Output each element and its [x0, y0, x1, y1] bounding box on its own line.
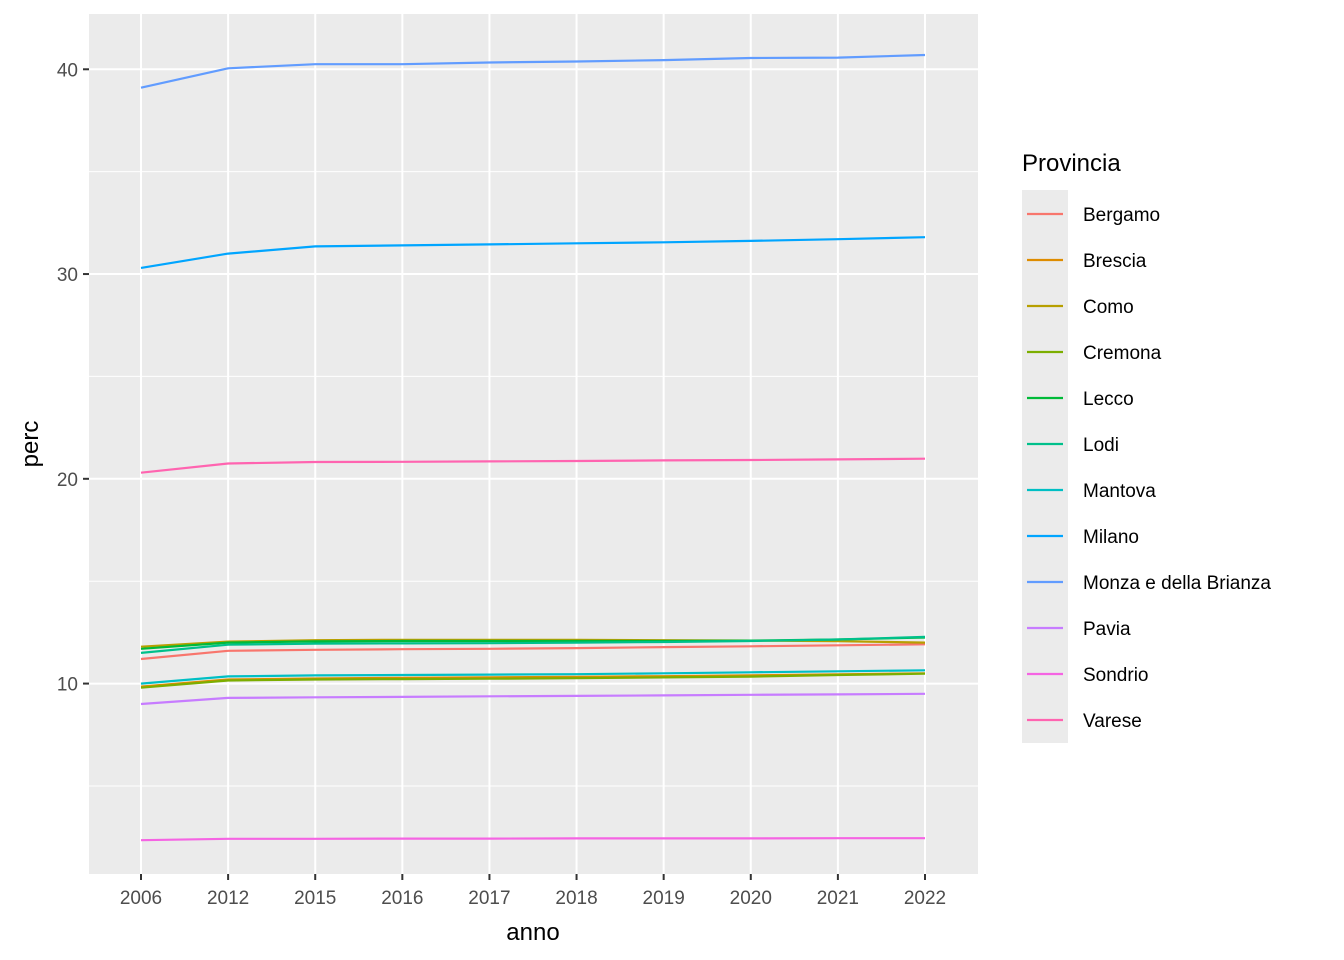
x-tick-label: 2022	[904, 888, 946, 909]
x-tick-label: 2020	[730, 888, 772, 909]
legend-label: Mantova	[1083, 481, 1156, 502]
y-tick-label: 30	[57, 265, 78, 286]
x-tick-label: 2017	[468, 888, 510, 909]
series-line-sondrio	[140, 837, 925, 842]
plot-panel	[89, 14, 978, 874]
x-tick-label: 2018	[555, 888, 597, 909]
legend-title: Provincia	[1022, 150, 1121, 177]
series-line-bergamo	[140, 643, 926, 661]
x-tick-label: 2016	[381, 888, 423, 909]
major-gridlines	[89, 14, 978, 874]
series-line-monza-e-della-brianza	[140, 53, 926, 89]
y-tick-label: 10	[57, 675, 78, 696]
legend-label: Pavia	[1083, 619, 1131, 640]
y-axis-title: perc	[17, 421, 44, 468]
legend-items: Bergamo Brescia Como Cremona Lecco Lodi Mantov…	[1027, 205, 1271, 732]
series-lines	[140, 53, 926, 842]
series-line-pavia	[140, 692, 926, 706]
series-line-cremona	[140, 672, 926, 689]
legend-label: Lodi	[1083, 435, 1119, 456]
x-tick-label: 2019	[643, 888, 685, 909]
series-line-milano	[140, 236, 926, 269]
legend-label: Monza e della Brianza	[1083, 573, 1271, 594]
legend-label: Cremona	[1083, 343, 1162, 364]
x-tick-label: 2006	[120, 888, 162, 909]
x-tick-label: 2021	[817, 888, 859, 909]
legend-label: Lecco	[1083, 389, 1134, 410]
x-tick-label: 2012	[207, 888, 249, 909]
legend-label: Bergamo	[1083, 205, 1160, 226]
legend-key-background	[1022, 190, 1068, 743]
x-tick-label: 2015	[294, 888, 336, 909]
minor-gridlines	[89, 171, 978, 787]
series-line-mantova	[140, 669, 926, 685]
legend-label: Varese	[1083, 711, 1142, 732]
x-axis: 2006 2012 2015 2016 2017 2018 2019 2020 2021 2022	[120, 874, 946, 909]
series-line-varese	[140, 457, 926, 474]
y-tick-label: 40	[57, 60, 78, 81]
y-axis: 10 20 30 40	[57, 60, 89, 696]
series-line-lodi	[140, 635, 926, 654]
y-tick-label: 20	[57, 470, 78, 491]
legend-label: Milano	[1083, 527, 1139, 548]
legend-label: Como	[1083, 297, 1134, 318]
legend-label: Sondrio	[1083, 665, 1149, 686]
legend-label: Brescia	[1083, 251, 1147, 272]
legend: Provincia Bergamo Brescia Como Cremona Lecco…	[1022, 150, 1271, 743]
x-axis-title: anno	[506, 919, 559, 946]
